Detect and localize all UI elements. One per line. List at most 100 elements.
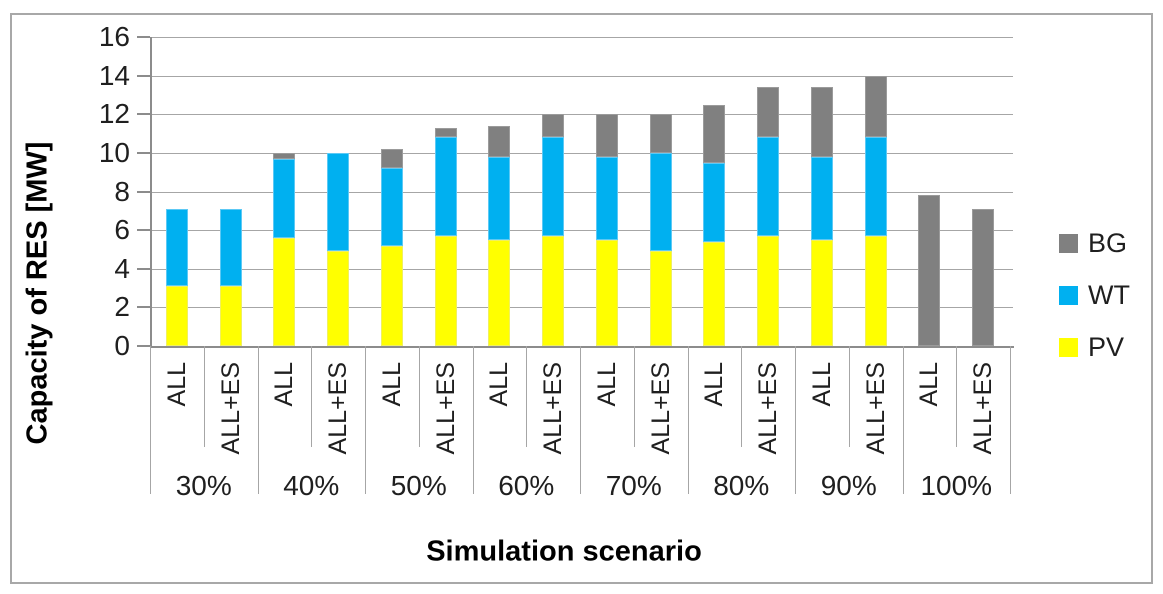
group-separator [795,346,796,494]
bar-bg-segment [273,152,296,159]
bar-wt-segment [434,137,457,236]
bar-bg-segment [542,114,565,138]
bar-sub-label: ALL [592,362,621,407]
bar-wt-segment [595,156,618,240]
bar-wt-segment [165,208,188,287]
y-axis-tick [137,306,150,309]
y-tick-label: 2 [114,291,130,323]
bar-sub-label: ALL [485,362,514,407]
group-separator [1010,346,1011,494]
bar-bg-segment [380,149,403,169]
legend-label: WT [1088,280,1130,310]
group-label: 70% [605,470,662,501]
group-separator [257,346,259,494]
bar-bg-segment [757,87,780,138]
bar-wt-segment [757,137,780,236]
bar-bg-segment [488,125,511,157]
y-axis-tick [137,113,150,116]
bar-stack [219,37,242,346]
gridline [150,191,1013,193]
y-axis-tick [137,229,150,232]
group-separator [150,346,151,494]
bar-sub-label: ALL+ES [324,362,353,455]
bar-stack [703,37,726,346]
bar-stack [595,37,618,346]
y-tick-label: 10 [98,136,130,168]
chart-frame: Capacity of RES [MW] 0 2 4 6 8 10 12 14 16 ALL AL… [10,13,1153,584]
bar-pv-segment [757,235,780,346]
bar-pv-segment [810,239,833,346]
y-axis-tick [137,190,150,193]
bar-wt-segment [703,162,726,242]
legend-swatch-wt [1059,285,1078,305]
bar-stack [380,37,403,346]
bar-bg-segment [649,114,672,153]
legend-item: WT [1059,280,1130,310]
bar-wt-segment [380,168,403,246]
y-axis-tick [137,345,150,347]
x-axis-line [150,346,1014,348]
bar-stack [488,37,511,346]
bar-pv-segment [273,237,296,346]
bar-sub-label: ALL [270,362,299,407]
bar-stack [165,37,188,346]
sub-separator [633,346,635,447]
sub-separator [526,346,528,447]
bar-stack [918,37,941,346]
bar-pv-segment [219,286,242,346]
gridline [150,307,1013,309]
y-tick-label: 4 [114,252,130,284]
bar-sub-label: ALL+ES [754,362,783,455]
sub-separator [203,346,205,447]
bar-wt-segment [488,156,511,240]
bar-wt-segment [219,208,242,287]
bar-wt-segment [273,158,296,238]
y-axis-tick [137,267,150,270]
bar-pv-segment [649,251,672,346]
bar-wt-segment [864,137,887,236]
bar-pv-segment [542,235,565,346]
bar-stack [327,37,350,346]
group-label: 40% [283,470,340,501]
bar-pv-segment [864,235,887,346]
group-label: 60% [498,470,555,501]
y-tick-label: 6 [114,214,130,246]
bar-pv-segment [165,286,188,346]
bar-sub-label: ALL [700,362,729,407]
y-tick-label: 16 [98,21,130,52]
group-separator [902,346,904,494]
bar-wt-segment [542,137,565,236]
gridline [150,114,1013,116]
bar-pv-segment [703,241,726,346]
group-separator [687,346,689,494]
bar-stack [649,37,672,346]
bar-sub-label: ALL+ES [216,362,245,455]
sub-separator [848,346,850,447]
y-tick-label: 12 [98,98,130,130]
legend-item: BG [1059,228,1127,258]
bar-sub-label: ALL [915,362,944,407]
bar-bg-segment [918,195,941,346]
bar-stack [757,37,780,346]
y-axis-tick [137,74,150,77]
bar-pv-segment [434,235,457,346]
bar-sub-label: ALL+ES [431,362,460,455]
group-label: 30% [175,470,232,501]
legend-label: BG [1088,228,1128,258]
legend-label: PV [1088,332,1125,362]
y-axis-title: Capacity of RES [MW] [21,141,54,445]
bar-bg-segment [595,114,618,157]
gridline [150,37,1013,38]
y-tick-label: 0 [114,330,130,361]
legend-swatch-pv [1059,337,1078,357]
bar-stack [434,37,457,346]
y-axis-tick [137,151,150,154]
sub-separator [956,346,958,447]
bar-bg-segment [434,127,457,138]
x-axis-title: Simulation scenario [426,535,702,568]
bar-pv-segment [327,251,350,346]
sub-separator [311,346,313,447]
bar-stack [810,37,833,346]
bar-sub-label: ALL [162,362,191,407]
group-label: 90% [820,470,877,501]
